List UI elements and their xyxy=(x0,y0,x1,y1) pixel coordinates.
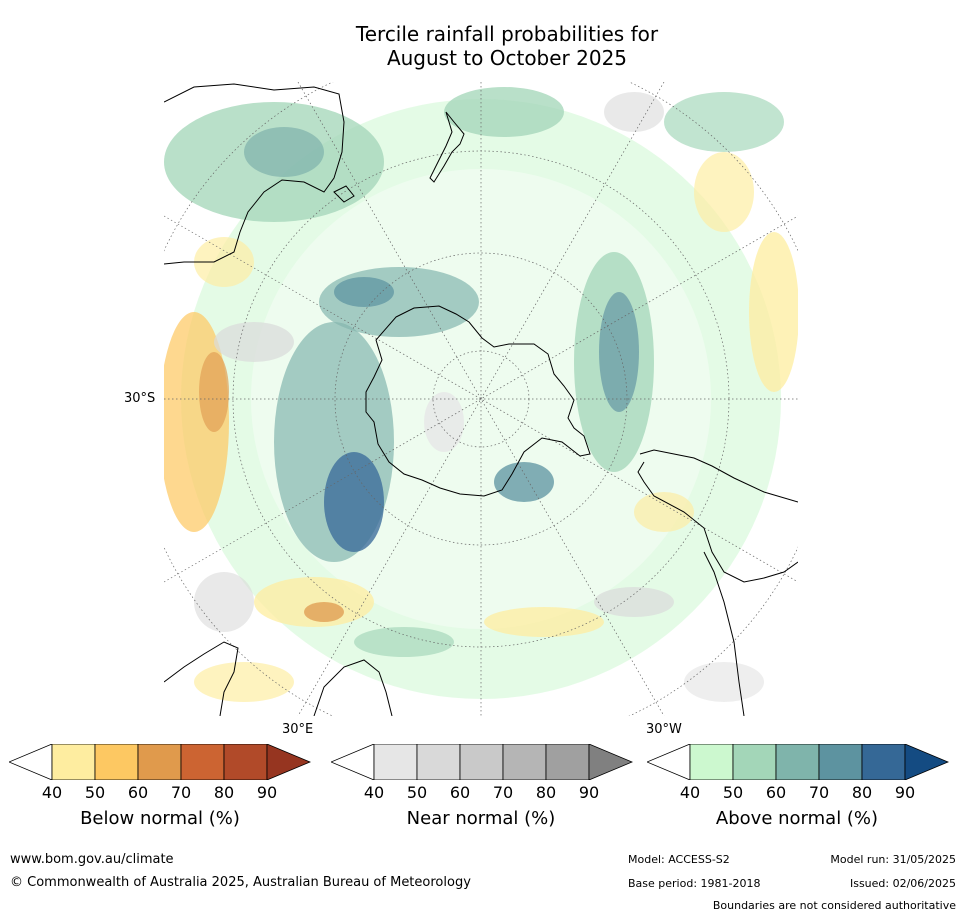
map-graphic xyxy=(164,82,798,716)
south-america-coast xyxy=(637,449,798,583)
coastlines xyxy=(164,83,798,716)
tick-below-50: 50 xyxy=(84,783,106,802)
tick-below-90: 90 xyxy=(256,783,278,802)
footer-base-period: Base period: 1981-2018 xyxy=(628,877,761,890)
tick-above-50: 50 xyxy=(722,783,744,802)
tick-near-40: 40 xyxy=(363,783,385,802)
tick-near-60: 60 xyxy=(449,783,471,802)
antarctica-coast xyxy=(365,305,591,497)
title-line-1: Tercile rainfall probabilities for xyxy=(355,22,659,46)
tick-below-80: 80 xyxy=(213,783,235,802)
tick-above-90: 90 xyxy=(894,783,916,802)
colorbar-below-normal xyxy=(9,744,311,780)
tick-below-60: 60 xyxy=(127,783,149,802)
tick-near-70: 70 xyxy=(492,783,514,802)
footer-model-run: Model run: 31/05/2025 xyxy=(830,853,956,866)
tick-above-60: 60 xyxy=(765,783,787,802)
tick-near-80: 80 xyxy=(535,783,557,802)
new-zealand-coast xyxy=(429,111,465,183)
tick-below-70: 70 xyxy=(170,783,192,802)
title-line-2: August to October 2025 xyxy=(386,46,628,70)
colorbar-near-title: Near normal (%) xyxy=(406,808,556,829)
footer-url[interactable]: www.bom.gov.au/climate xyxy=(10,852,174,867)
colorbar-below-title: Below normal (%) xyxy=(80,808,240,829)
probability-field xyxy=(164,87,798,702)
colorbar-above-normal xyxy=(647,744,949,780)
graticule xyxy=(164,82,798,716)
tick-above-70: 70 xyxy=(808,783,830,802)
tick-near-90: 90 xyxy=(578,783,600,802)
footer-issued: Issued: 02/06/2025 xyxy=(849,877,956,890)
colorbar-near-normal xyxy=(331,744,633,780)
polar-map[interactable] xyxy=(164,82,798,716)
map-title: Tercile rainfall probabilities for Augus… xyxy=(257,22,757,70)
south-america-west-coast xyxy=(703,551,745,716)
footer-model: Model: ACCESS-S2 xyxy=(628,853,730,866)
tick-near-50: 50 xyxy=(406,783,428,802)
tasmania-coast xyxy=(333,185,355,203)
africa-coast xyxy=(164,641,393,716)
longitude-label-30w: 30°W xyxy=(646,722,682,737)
latitude-label-30s: 30°S xyxy=(124,391,156,406)
footer-copyright: © Commonwealth of Australia 2025, Austra… xyxy=(10,875,471,890)
tick-above-80: 80 xyxy=(851,783,873,802)
footer-disclaimer: Boundaries are not considered authoritat… xyxy=(712,899,956,912)
colorbar-above-title: Above normal (%) xyxy=(715,808,879,829)
tick-above-40: 40 xyxy=(679,783,701,802)
tick-below-40: 40 xyxy=(41,783,63,802)
australia-coast xyxy=(164,83,345,265)
longitude-label-30e: 30°E xyxy=(282,722,314,737)
